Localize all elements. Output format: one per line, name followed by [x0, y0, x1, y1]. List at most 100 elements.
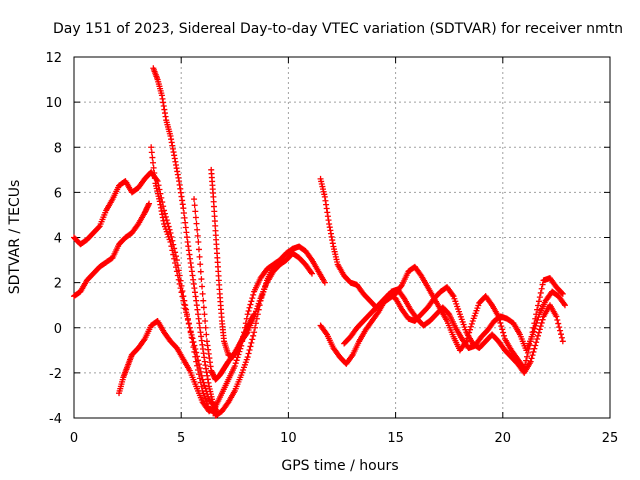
- data-point: [189, 335, 196, 342]
- data-point: [245, 307, 252, 314]
- data-point: [167, 229, 174, 236]
- data-point: [95, 224, 102, 231]
- data-point: [195, 239, 202, 246]
- series-arc-g: [208, 166, 258, 361]
- data-point: [536, 294, 543, 301]
- data-point: [176, 280, 183, 287]
- data-point: [197, 268, 204, 275]
- data-point: [186, 324, 193, 331]
- data-point: [196, 253, 203, 260]
- data-point: [170, 251, 177, 258]
- data-point: [530, 328, 537, 335]
- y-tick-label: 2: [54, 277, 62, 292]
- data-point: [195, 361, 202, 368]
- data-point: [557, 327, 564, 334]
- data-point: [558, 334, 565, 341]
- data-point: [140, 337, 147, 344]
- data-point: [150, 159, 157, 166]
- data-point: [533, 339, 540, 346]
- y-tick-label: 8: [54, 141, 62, 156]
- data-point: [256, 302, 263, 309]
- data-point: [539, 281, 546, 288]
- data-point: [497, 319, 504, 326]
- data-point: [348, 353, 355, 360]
- data-point: [534, 317, 541, 324]
- data-point: [233, 357, 240, 364]
- data-point: [248, 298, 255, 305]
- data-point: [198, 276, 205, 283]
- y-tick-label: 0: [54, 322, 62, 337]
- y-tick-label: 12: [45, 51, 62, 66]
- data-point: [199, 290, 206, 297]
- data-point: [198, 383, 205, 390]
- data-point: [259, 291, 266, 298]
- x-tick-label: 20: [495, 431, 512, 446]
- data-point: [175, 276, 182, 283]
- data-point: [183, 309, 190, 316]
- data-point: [200, 304, 207, 311]
- data-point: [467, 323, 474, 330]
- data-point: [199, 376, 206, 383]
- data-point: [198, 372, 205, 379]
- chart-title: Day 151 of 2023, Sidereal Day-to-day VTE…: [53, 21, 623, 37]
- data-point: [203, 331, 210, 338]
- data-point: [191, 196, 198, 203]
- x-tick-label: 15: [387, 431, 404, 446]
- data-point: [211, 402, 218, 409]
- x-axis-title: GPS time / hours: [281, 458, 398, 474]
- data-layer: [71, 65, 568, 419]
- data-point: [535, 314, 542, 321]
- data-point: [146, 200, 153, 207]
- data-point: [536, 326, 543, 333]
- data-point: [261, 286, 268, 293]
- data-point: [535, 332, 542, 339]
- data-point: [248, 339, 255, 346]
- data-point: [531, 325, 538, 332]
- data-point: [199, 283, 206, 290]
- data-point: [500, 329, 507, 336]
- x-tick-label: 0: [70, 431, 78, 446]
- x-tick-label: 5: [177, 431, 185, 446]
- data-point: [537, 323, 544, 330]
- data-point: [538, 285, 545, 292]
- y-tick-label: 6: [54, 186, 62, 201]
- data-point: [244, 311, 251, 318]
- data-point: [190, 338, 197, 345]
- data-point: [201, 311, 208, 318]
- data-point: [196, 365, 203, 372]
- data-point: [172, 264, 179, 271]
- data-point: [535, 298, 542, 305]
- data-point: [251, 329, 258, 336]
- data-point: [532, 322, 539, 329]
- data-point: [172, 259, 179, 266]
- data-point: [501, 332, 508, 339]
- data-point: [523, 353, 530, 360]
- data-point: [558, 289, 565, 296]
- data-point: [244, 354, 251, 361]
- y-tick-label: 10: [45, 96, 62, 111]
- data-point: [556, 324, 563, 331]
- data-point: [179, 293, 186, 300]
- data-point: [203, 388, 210, 395]
- data-point: [270, 263, 277, 270]
- data-point: [200, 297, 207, 304]
- data-point: [529, 352, 536, 359]
- data-point: [197, 261, 204, 268]
- data-point: [252, 324, 259, 331]
- data-point: [195, 246, 202, 253]
- data-point: [174, 272, 181, 279]
- data-point: [193, 220, 200, 227]
- data-point: [191, 342, 198, 349]
- data-point: [193, 349, 200, 356]
- data-point: [398, 283, 405, 290]
- data-point: [246, 304, 253, 311]
- series-arc-k: [341, 284, 566, 376]
- data-point: [553, 313, 560, 320]
- data-point: [149, 154, 156, 161]
- data-point: [263, 280, 270, 287]
- data-point: [247, 343, 254, 350]
- data-point: [246, 346, 253, 353]
- series-arc-h: [212, 263, 277, 419]
- data-point: [531, 345, 538, 352]
- data-point: [192, 214, 199, 221]
